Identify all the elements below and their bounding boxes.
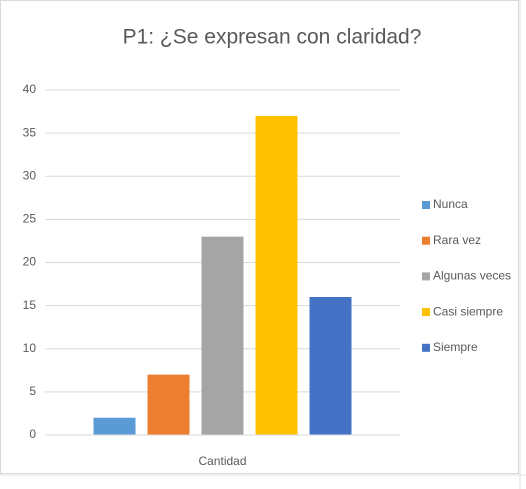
y-tick-label: 15 <box>23 298 37 312</box>
chart-title: P1: ¿Se expresan con claridad? <box>123 26 422 49</box>
legend-swatch <box>422 308 430 317</box>
x-tick-label: Cantidad <box>198 454 246 468</box>
legend-label: Siempre <box>433 340 478 354</box>
y-tick-label: 20 <box>23 255 37 269</box>
legend-swatch <box>422 201 430 209</box>
legend-swatch <box>422 272 430 281</box>
bar <box>201 236 244 435</box>
bar <box>309 297 352 435</box>
y-tick-label: 35 <box>23 125 37 139</box>
legend-swatch <box>422 343 430 352</box>
y-tick-label: 25 <box>23 212 37 226</box>
y-tick-label: 10 <box>23 341 37 355</box>
bar <box>147 374 190 435</box>
y-tick-label: 40 <box>23 82 37 96</box>
legend-swatch <box>422 236 430 245</box>
legend-label: Algunas veces <box>433 269 511 283</box>
y-tick-label: 0 <box>29 427 36 441</box>
legend-label: Casi siempre <box>433 304 503 318</box>
bar <box>93 417 136 435</box>
y-tick-label: 30 <box>23 168 37 182</box>
bar <box>255 115 298 435</box>
legend-label: Rara vez <box>433 233 481 247</box>
legend-label: Nunca <box>433 197 468 211</box>
y-tick-label: 5 <box>29 384 36 398</box>
